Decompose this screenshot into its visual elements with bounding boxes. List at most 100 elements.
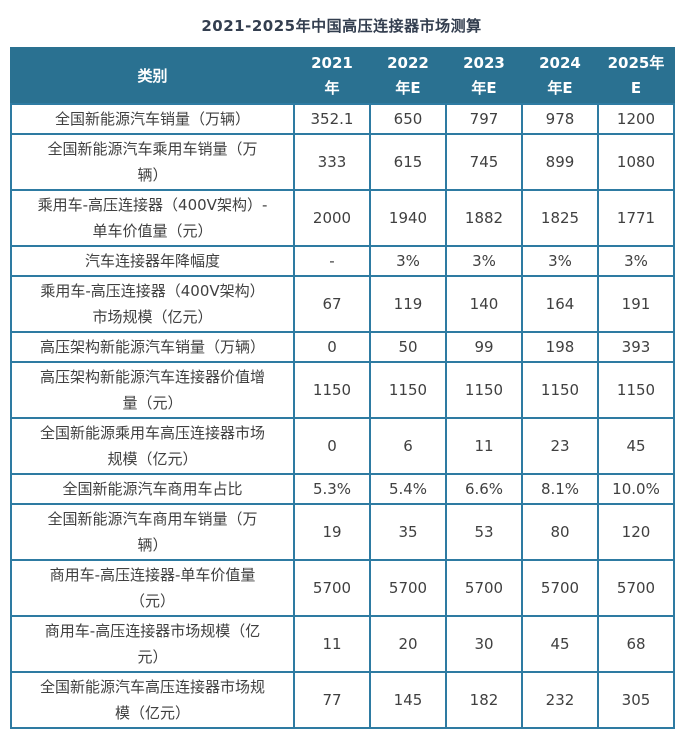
value-cell: 20	[369, 615, 447, 673]
value-cell: 30	[445, 615, 523, 673]
value-cell: 120	[597, 503, 675, 561]
header-cell-year: 2025年 E	[597, 47, 675, 105]
value-cell: 745	[445, 133, 523, 191]
table-row: 乘用车-高压连接器（400V架构） 市场规模（亿元） 67 119 140 164 191	[10, 275, 675, 333]
value-cell: 1150	[369, 361, 447, 419]
value-cell: 3%	[521, 245, 599, 277]
year-label-line1: 2023	[463, 54, 505, 72]
value-cell: 5700	[597, 559, 675, 617]
value-cell: 45	[597, 417, 675, 475]
value-cell: 1150	[597, 361, 675, 419]
value-cell: 1825	[521, 189, 599, 247]
value-cell: 119	[369, 275, 447, 333]
value-cell: 1150	[521, 361, 599, 419]
year-label-line1: 2021	[311, 54, 353, 72]
value-cell: 1150	[445, 361, 523, 419]
year-label-line2: 年	[324, 79, 340, 97]
table-row: 乘用车-高压连接器（400V架构）- 单车价值量（元） 2000 1940 1882 1…	[10, 189, 675, 247]
value-cell: 1882	[445, 189, 523, 247]
category-cell: 高压架构新能源汽车销量（万辆）	[10, 331, 295, 363]
category-cell: 全国新能源汽车商用车销量（万 辆）	[10, 503, 295, 561]
value-cell: 11	[293, 615, 371, 673]
table-row: 高压架构新能源汽车销量（万辆） 0 50 99 198 393	[10, 331, 675, 363]
category-cell: 商用车-高压连接器市场规模（亿 元）	[10, 615, 295, 673]
value-cell: 1200	[597, 103, 675, 135]
year-label-line2: 年E	[547, 79, 573, 97]
value-cell: 5700	[521, 559, 599, 617]
table-row: 全国新能源汽车乘用车销量（万 辆） 333 615 745 899 1080	[10, 133, 675, 191]
value-cell: 8.1%	[521, 473, 599, 505]
category-cell: 全国新能源汽车乘用车销量（万 辆）	[10, 133, 295, 191]
value-cell: 45	[521, 615, 599, 673]
table-row: 全国新能源汽车销量（万辆） 352.1 650 797 978 1200	[10, 103, 675, 135]
value-cell: 899	[521, 133, 599, 191]
value-cell: 1771	[597, 189, 675, 247]
year-label-line2: 年E	[471, 79, 497, 97]
year-label-line2: E	[630, 79, 642, 97]
value-cell: 5700	[445, 559, 523, 617]
category-cell: 全国新能源汽车销量（万辆）	[10, 103, 295, 135]
value-cell: 1940	[369, 189, 447, 247]
category-cell: 汽车连接器年降幅度	[10, 245, 295, 277]
value-cell: 305	[597, 671, 675, 729]
value-cell: 232	[521, 671, 599, 729]
value-cell: 615	[369, 133, 447, 191]
value-cell: 6	[369, 417, 447, 475]
value-cell: 182	[445, 671, 523, 729]
value-cell: 3%	[369, 245, 447, 277]
table-row: 全国新能源汽车高压连接器市场规 模（亿元） 77 145 182 232 305	[10, 671, 675, 729]
table-body: 全国新能源汽车销量（万辆） 352.1 650 797 978 1200 全国新能源汽车乘用…	[10, 103, 675, 729]
value-cell: 1080	[597, 133, 675, 191]
year-label-line1: 2024	[539, 54, 581, 72]
year-label-line2: 年E	[395, 79, 421, 97]
category-cell: 乘用车-高压连接器（400V架构） 市场规模（亿元）	[10, 275, 295, 333]
header-cell-year: 2023 年E	[445, 47, 523, 105]
category-cell: 全国新能源汽车高压连接器市场规 模（亿元）	[10, 671, 295, 729]
value-cell: 0	[293, 331, 371, 363]
value-cell: 68	[597, 615, 675, 673]
value-cell: 67	[293, 275, 371, 333]
value-cell: 5700	[369, 559, 447, 617]
category-cell: 商用车-高压连接器-单车价值量 （元）	[10, 559, 295, 617]
header-cell-year: 2022 年E	[369, 47, 447, 105]
value-cell: 50	[369, 331, 447, 363]
value-cell: 198	[521, 331, 599, 363]
header-row: 类别 2021 年 2022 年E 2023 年E 2024 年E 2025年 E	[10, 47, 675, 105]
category-cell: 全国新能源乘用车高压连接器市场 规模（亿元）	[10, 417, 295, 475]
value-cell: 2000	[293, 189, 371, 247]
value-cell: 0	[293, 417, 371, 475]
value-cell: 191	[597, 275, 675, 333]
value-cell: 352.1	[293, 103, 371, 135]
value-cell: 6.6%	[445, 473, 523, 505]
year-label-line1: 2022	[387, 54, 429, 72]
value-cell: 650	[369, 103, 447, 135]
table-header: 类别 2021 年 2022 年E 2023 年E 2024 年E 2025年 E	[10, 47, 675, 105]
value-cell: 80	[521, 503, 599, 561]
category-cell: 全国新能源汽车商用车占比	[10, 473, 295, 505]
category-cell: 高压架构新能源汽车连接器价值增 量（元）	[10, 361, 295, 419]
value-cell: 164	[521, 275, 599, 333]
value-cell: 1150	[293, 361, 371, 419]
value-cell: 77	[293, 671, 371, 729]
table-row: 全国新能源汽车商用车占比 5.3% 5.4% 6.6% 8.1% 10.0%	[10, 473, 675, 505]
year-label-line1: 2025年	[607, 54, 665, 72]
value-cell: 5.4%	[369, 473, 447, 505]
value-cell: 10.0%	[597, 473, 675, 505]
value-cell: 145	[369, 671, 447, 729]
table-title: 2021-2025年中国高压连接器市场测算	[201, 17, 482, 35]
table-row: 高压架构新能源汽车连接器价值增 量（元） 1150 1150 1150 1150 1150	[10, 361, 675, 419]
header-cell-category: 类别	[10, 47, 295, 105]
value-cell: 53	[445, 503, 523, 561]
value-cell: 333	[293, 133, 371, 191]
category-cell: 乘用车-高压连接器（400V架构）- 单车价值量（元）	[10, 189, 295, 247]
header-cell-year: 2021 年	[293, 47, 371, 105]
value-cell: 797	[445, 103, 523, 135]
table-row: 全国新能源乘用车高压连接器市场 规模（亿元） 0 6 11 23 45	[10, 417, 675, 475]
value-cell: 978	[521, 103, 599, 135]
value-cell: 99	[445, 331, 523, 363]
value-cell: 19	[293, 503, 371, 561]
value-cell: 393	[597, 331, 675, 363]
value-cell: 3%	[597, 245, 675, 277]
value-cell: 3%	[445, 245, 523, 277]
